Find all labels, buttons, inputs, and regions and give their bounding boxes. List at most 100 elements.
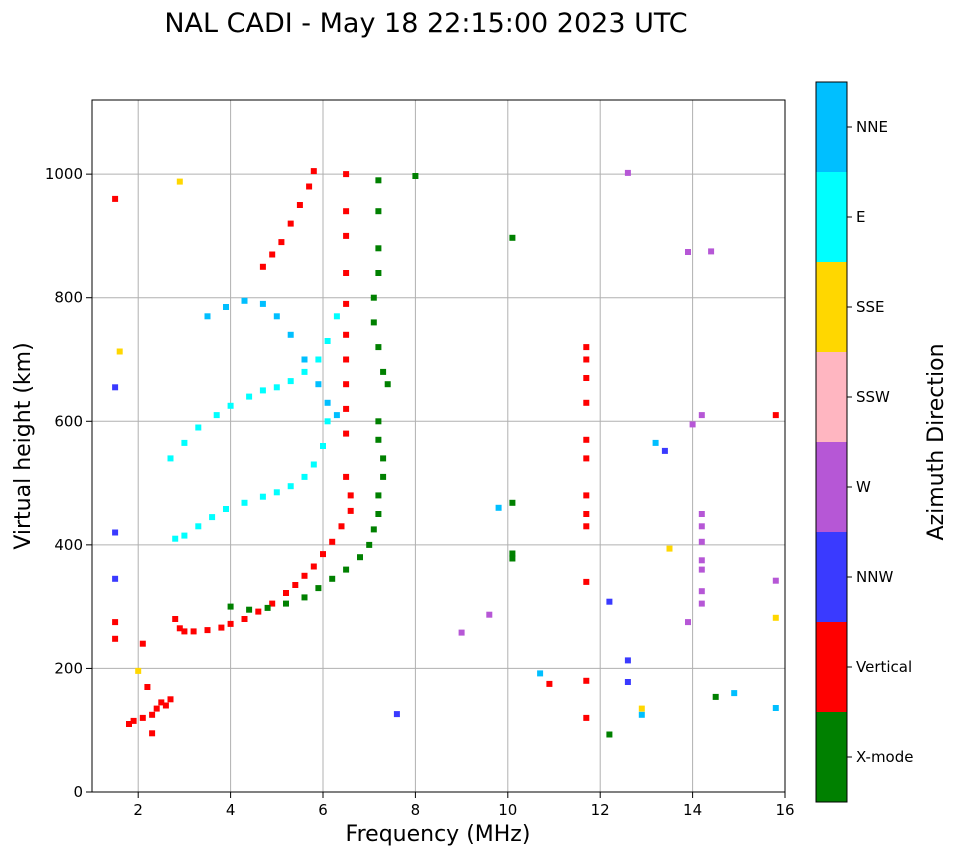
chart-title: NAL CADI - May 18 22:15:00 2023 UTC: [164, 8, 687, 39]
data-point: [283, 600, 289, 607]
data-point: [347, 507, 354, 514]
data-point: [167, 455, 174, 462]
colorbar-label: SSE: [856, 298, 885, 316]
data-point: [283, 590, 289, 596]
data-point: [698, 511, 705, 517]
y-tick-label: 400: [54, 536, 83, 554]
x-tick-label: 4: [226, 801, 236, 819]
data-point: [287, 220, 294, 227]
colorbar-swatch: [816, 262, 847, 352]
data-point: [343, 232, 350, 239]
data-point: [112, 635, 119, 642]
data-point: [652, 439, 659, 446]
data-point: [246, 606, 253, 613]
colorbar-swatch: [816, 442, 847, 532]
data-point: [112, 619, 119, 626]
data-point: [666, 545, 673, 552]
data-point: [343, 473, 350, 480]
data-points: [112, 168, 779, 738]
data-point: [537, 670, 544, 677]
data-point: [301, 368, 308, 375]
data-point: [343, 270, 350, 276]
data-point: [287, 331, 294, 338]
data-point: [343, 381, 350, 388]
x-tick-label: 8: [411, 801, 421, 819]
data-point: [315, 585, 322, 592]
data-point: [772, 705, 779, 711]
data-point: [624, 169, 631, 176]
data-point: [315, 356, 322, 363]
data-point: [158, 699, 165, 706]
x-tick-label: 6: [318, 801, 328, 819]
colorbar-label: SSW: [856, 388, 890, 406]
data-point: [246, 393, 253, 400]
data-point: [685, 249, 691, 255]
data-point: [366, 541, 373, 548]
data-point: [167, 696, 174, 703]
colorbar-swatch: [816, 712, 847, 802]
data-point: [698, 412, 705, 419]
data-point: [292, 582, 299, 588]
data-point: [259, 493, 266, 500]
data-point: [661, 447, 668, 454]
data-point: [204, 313, 211, 320]
data-point: [324, 399, 331, 406]
data-point: [315, 381, 322, 388]
data-point: [375, 270, 382, 276]
data-point: [375, 245, 382, 252]
data-point: [698, 557, 705, 564]
data-point: [698, 588, 705, 595]
x-tick-label: 12: [591, 801, 610, 819]
data-point: [213, 412, 220, 419]
data-point: [343, 405, 350, 412]
data-point: [324, 338, 331, 344]
data-point: [241, 499, 248, 506]
data-point: [606, 598, 613, 605]
data-point: [296, 202, 303, 208]
data-point: [259, 300, 266, 307]
data-point: [343, 566, 350, 573]
data-point: [509, 234, 516, 241]
colorbar-swatch: [816, 82, 847, 172]
data-point: [223, 304, 229, 310]
data-point: [712, 693, 719, 700]
data-point: [370, 526, 377, 533]
data-point: [269, 251, 276, 258]
data-point: [583, 344, 590, 351]
data-point: [495, 504, 502, 511]
data-point: [227, 402, 234, 409]
x-tick-label: 16: [775, 801, 794, 819]
data-point: [375, 492, 382, 499]
data-point: [287, 378, 294, 385]
data-point: [112, 529, 119, 536]
y-tick-label: 600: [54, 412, 83, 430]
data-point: [273, 489, 280, 496]
data-point: [227, 620, 234, 627]
colorbar-label: E: [856, 208, 865, 226]
data-point: [144, 684, 151, 690]
data-point: [195, 523, 202, 530]
data-point: [583, 455, 590, 462]
data-point: [338, 523, 345, 530]
data-point: [176, 625, 183, 632]
data-point: [301, 594, 308, 601]
data-point: [343, 331, 350, 338]
data-point: [301, 356, 308, 363]
data-point: [509, 499, 516, 506]
data-point: [149, 711, 156, 718]
data-point: [772, 614, 779, 621]
data-point: [375, 418, 382, 425]
y-tick-label: 800: [54, 289, 83, 307]
data-point: [380, 368, 387, 375]
data-point: [324, 418, 331, 425]
data-point: [772, 577, 779, 584]
data-point: [320, 443, 326, 449]
data-point: [301, 572, 308, 579]
data-point: [255, 608, 262, 615]
data-point: [583, 436, 590, 443]
data-point: [698, 600, 705, 607]
data-point: [343, 208, 350, 215]
data-point: [172, 535, 179, 542]
data-point: [273, 384, 280, 391]
data-point: [135, 667, 142, 674]
